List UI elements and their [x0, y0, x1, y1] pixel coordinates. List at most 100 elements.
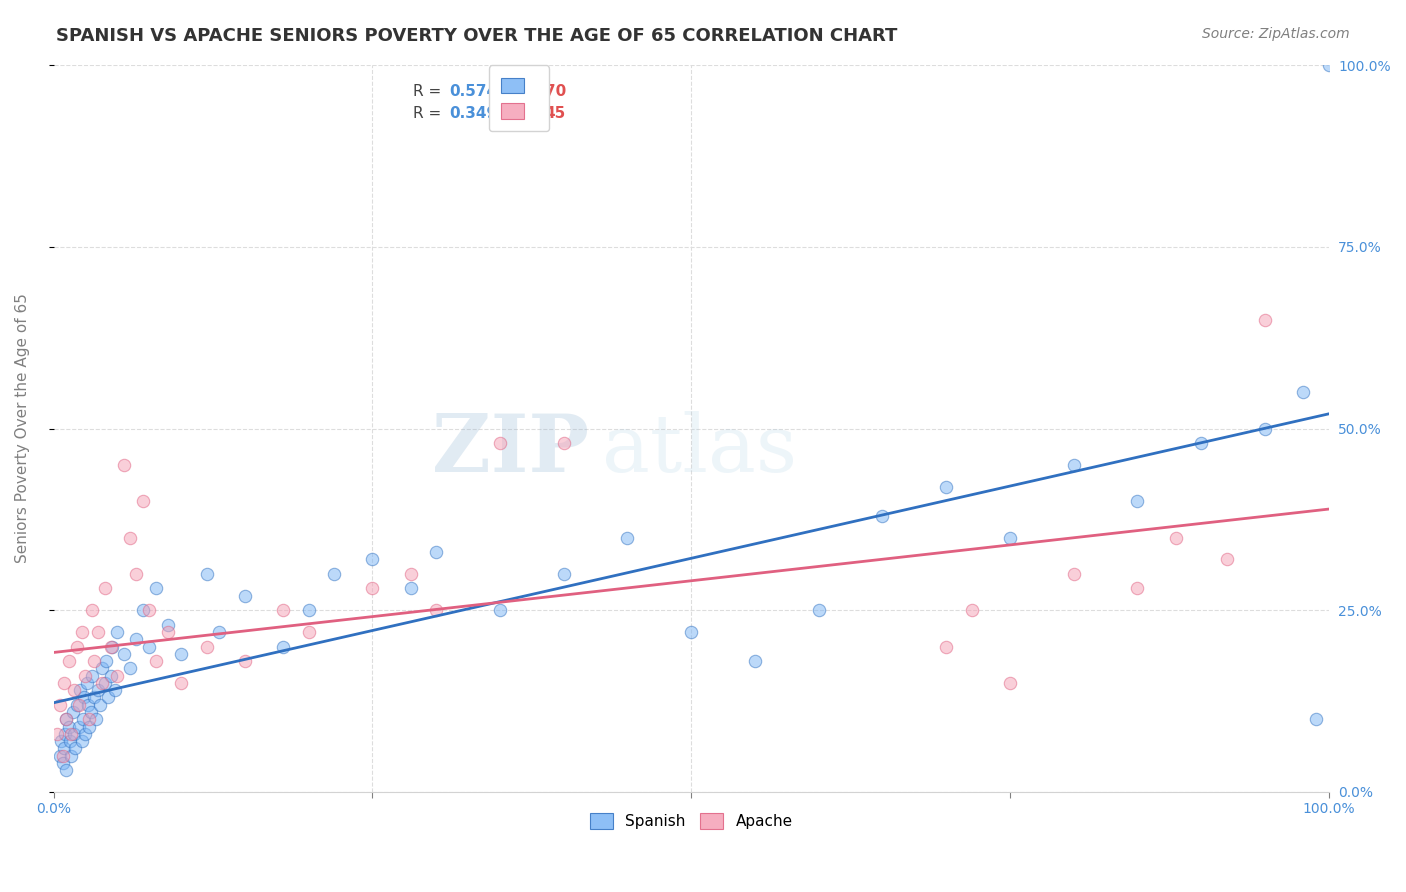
Point	[935, 480, 957, 494]
Point	[60, 748, 83, 763]
Point	[145, 654, 167, 668]
Point	[80, 668, 103, 682]
Point	[80, 603, 103, 617]
Point	[132, 494, 155, 508]
Point	[93, 676, 115, 690]
Point	[998, 676, 1021, 690]
Point	[70, 734, 93, 748]
Point	[49, 698, 72, 712]
Point	[120, 531, 142, 545]
Point	[75, 727, 97, 741]
Point	[399, 566, 422, 581]
Point	[69, 683, 91, 698]
Point	[807, 603, 830, 617]
Point	[52, 676, 75, 690]
Point	[145, 582, 167, 596]
Point	[998, 531, 1021, 545]
Point	[83, 690, 105, 705]
Point	[872, 508, 894, 523]
Point	[112, 647, 135, 661]
Point	[63, 683, 86, 698]
Text: 0.574: 0.574	[449, 84, 496, 99]
Point	[51, 756, 73, 770]
Point	[361, 552, 384, 566]
Point	[1164, 531, 1187, 545]
Point	[77, 698, 100, 712]
Point	[104, 683, 127, 698]
Point	[271, 640, 294, 654]
Point	[1305, 712, 1327, 726]
Text: Source: ZipAtlas.com: Source: ZipAtlas.com	[1202, 27, 1350, 41]
Point	[65, 741, 87, 756]
Point	[87, 683, 110, 698]
Point	[83, 654, 105, 668]
Point	[489, 603, 512, 617]
Text: SPANISH VS APACHE SENIORS POVERTY OVER THE AGE OF 65 CORRELATION CHART: SPANISH VS APACHE SENIORS POVERTY OVER T…	[56, 27, 897, 45]
Point	[87, 625, 110, 640]
Point	[62, 705, 84, 719]
Point	[79, 705, 101, 719]
Point	[65, 698, 87, 712]
Point	[1126, 494, 1149, 508]
Text: 70: 70	[544, 84, 565, 99]
Point	[1126, 582, 1149, 596]
Point	[170, 647, 193, 661]
Point	[1254, 421, 1277, 435]
Point	[425, 545, 447, 559]
Point	[91, 676, 114, 690]
Point	[935, 640, 957, 654]
Legend: Spanish, Apache: Spanish, Apache	[583, 807, 799, 835]
Point	[425, 603, 447, 617]
Text: atlas: atlas	[602, 411, 797, 490]
Point	[233, 589, 256, 603]
Point	[298, 603, 321, 617]
Point	[1189, 436, 1212, 450]
Point	[105, 668, 128, 682]
Text: R =: R =	[413, 84, 446, 99]
Point	[1317, 58, 1340, 72]
Text: ZIP: ZIP	[432, 411, 589, 490]
Point	[1254, 312, 1277, 326]
Point	[51, 748, 73, 763]
Point	[49, 748, 72, 763]
Point	[1063, 458, 1085, 472]
Point	[70, 625, 93, 640]
Point	[79, 712, 101, 726]
Point	[46, 727, 69, 741]
Point	[323, 566, 346, 581]
Point	[93, 582, 115, 596]
Point	[125, 632, 148, 647]
Point	[744, 654, 766, 668]
Point	[138, 603, 160, 617]
Point	[55, 712, 77, 726]
Point	[132, 603, 155, 617]
Point	[51, 734, 73, 748]
Point	[100, 640, 122, 654]
Point	[58, 654, 80, 668]
Point	[84, 712, 107, 726]
Point	[960, 603, 983, 617]
Point	[52, 741, 75, 756]
Point	[1215, 552, 1237, 566]
Point	[681, 625, 703, 640]
Point	[553, 566, 575, 581]
Point	[399, 582, 422, 596]
Point	[97, 690, 120, 705]
Point	[100, 668, 122, 682]
Point	[195, 640, 218, 654]
Point	[55, 712, 77, 726]
Point	[157, 617, 180, 632]
Point	[79, 720, 101, 734]
Point	[120, 661, 142, 675]
Text: R =: R =	[413, 106, 446, 121]
Point	[55, 763, 77, 777]
Point	[67, 698, 90, 712]
Point	[105, 625, 128, 640]
Point	[271, 603, 294, 617]
Point	[1063, 566, 1085, 581]
Point	[195, 566, 218, 581]
Point	[58, 720, 80, 734]
Point	[489, 436, 512, 450]
Point	[208, 625, 231, 640]
Point	[60, 727, 83, 741]
